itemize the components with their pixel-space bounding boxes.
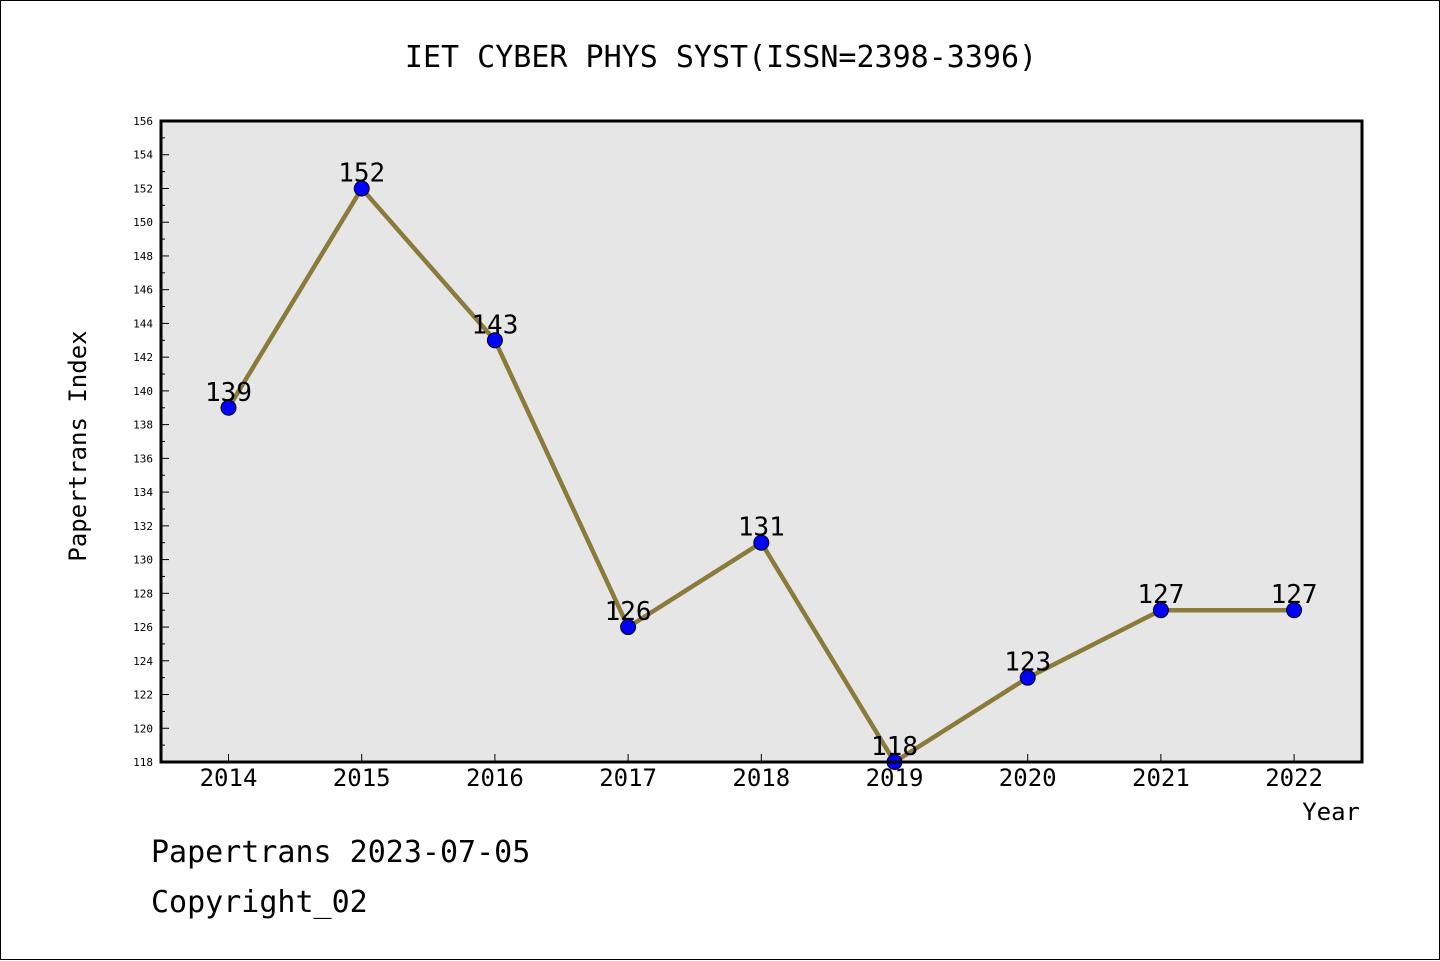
series-layer: 139 152 143 126 131 118 123 127 127 bbox=[205, 158, 1318, 770]
y-tick-label: 136 bbox=[133, 452, 153, 465]
x-tick-label: 2017 bbox=[599, 764, 657, 792]
x-tick-label: 2021 bbox=[1132, 764, 1190, 792]
y-tick-label: 130 bbox=[133, 554, 153, 567]
y-tick-label: 150 bbox=[133, 216, 153, 229]
y-tick-label: 132 bbox=[133, 520, 153, 533]
y-tick-label: 148 bbox=[133, 250, 153, 263]
data-point bbox=[620, 619, 637, 636]
data-label: 152 bbox=[338, 158, 385, 188]
x-tick-label: 2018 bbox=[732, 764, 790, 792]
data-point bbox=[753, 534, 770, 551]
y-tick-label: 126 bbox=[133, 621, 153, 634]
y-tick-label: 118 bbox=[133, 756, 153, 769]
data-point bbox=[486, 332, 503, 349]
y-tick-label: 152 bbox=[133, 182, 153, 195]
plot-area bbox=[161, 121, 1362, 762]
y-axis-ticks: 118 120 122 124 126 128 130 132 134 136 138 140 142 1… bbox=[133, 115, 169, 769]
data-point bbox=[1152, 602, 1169, 619]
y-tick-label: 154 bbox=[133, 149, 153, 162]
y-tick-label: 142 bbox=[133, 351, 153, 364]
data-label: 127 bbox=[1137, 580, 1184, 610]
y-tick-label: 138 bbox=[133, 419, 153, 432]
y-tick-label: 140 bbox=[133, 385, 153, 398]
data-point bbox=[1019, 669, 1036, 686]
x-tick-label: 2014 bbox=[200, 764, 258, 792]
y-tick-label: 122 bbox=[133, 689, 153, 702]
data-label: 143 bbox=[471, 310, 518, 340]
data-label: 139 bbox=[205, 378, 252, 408]
data-point bbox=[1286, 602, 1303, 619]
y-tick-label: 120 bbox=[133, 722, 153, 735]
y-tick-label: 134 bbox=[133, 486, 153, 499]
data-label: 131 bbox=[738, 513, 785, 543]
y-tick-label: 128 bbox=[133, 587, 153, 600]
data-point bbox=[220, 399, 237, 416]
data-label: 126 bbox=[605, 597, 652, 627]
y-tick-label: 144 bbox=[133, 317, 153, 330]
x-tick-label: 2020 bbox=[999, 764, 1057, 792]
plot-border bbox=[159, 119, 1364, 764]
y-axis-label: Papertrans Index bbox=[64, 330, 92, 561]
y-tick-label: 124 bbox=[133, 655, 153, 668]
footer-date-text: Papertrans 2023-07-05 bbox=[151, 835, 531, 870]
x-tick-label: 2015 bbox=[333, 764, 391, 792]
data-label: 118 bbox=[871, 732, 918, 762]
y-tick-label: 156 bbox=[133, 115, 153, 128]
data-label: 123 bbox=[1004, 648, 1051, 678]
footer-copyright-text: Copyright_02 bbox=[151, 885, 368, 920]
x-tick-label: 2022 bbox=[1265, 764, 1323, 792]
x-axis-ticks: 2014 2015 2016 2017 2018 2019 2020 2021 2022 bbox=[200, 754, 1323, 792]
data-label: 127 bbox=[1271, 580, 1318, 610]
data-point bbox=[353, 180, 370, 197]
x-tick-label: 2016 bbox=[466, 764, 524, 792]
chart-title: IET CYBER PHYS SYST(ISSN=2398-3396) bbox=[405, 40, 1037, 75]
x-axis-label: Year bbox=[1302, 798, 1360, 826]
y-tick-label: 146 bbox=[133, 284, 153, 297]
